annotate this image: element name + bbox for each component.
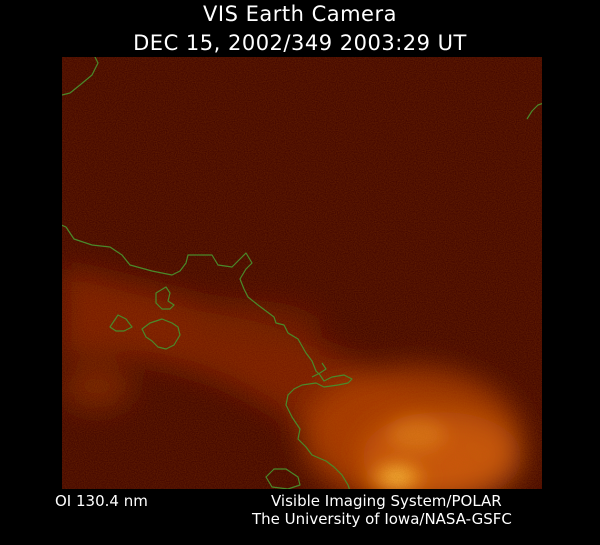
coastline-island-1	[155, 286, 175, 310]
coastline-top-left	[62, 57, 99, 96]
image-title: VIS Earth Camera	[203, 2, 397, 26]
instrument-credit: Visible Imaging System/POLAR	[271, 492, 502, 510]
institution-credit: The University of Iowa/NASA-GSFC	[252, 510, 512, 528]
filter-wavelength-label: OI 130.4 nm	[55, 492, 148, 510]
image-noise	[62, 57, 542, 489]
coastline-island-3	[141, 318, 181, 350]
auroral-emission-map	[62, 57, 542, 489]
observation-timestamp: DEC 15, 2002/349 2003:29 UT	[133, 31, 467, 55]
coastline-mainland	[62, 224, 353, 489]
coastline-overlay	[62, 57, 542, 489]
coastline-island-4	[265, 468, 301, 489]
coastline-island-2	[109, 314, 133, 332]
coastline-inlet	[311, 362, 327, 378]
coastline-top-right	[526, 103, 542, 120]
earth-camera-image	[62, 57, 542, 489]
